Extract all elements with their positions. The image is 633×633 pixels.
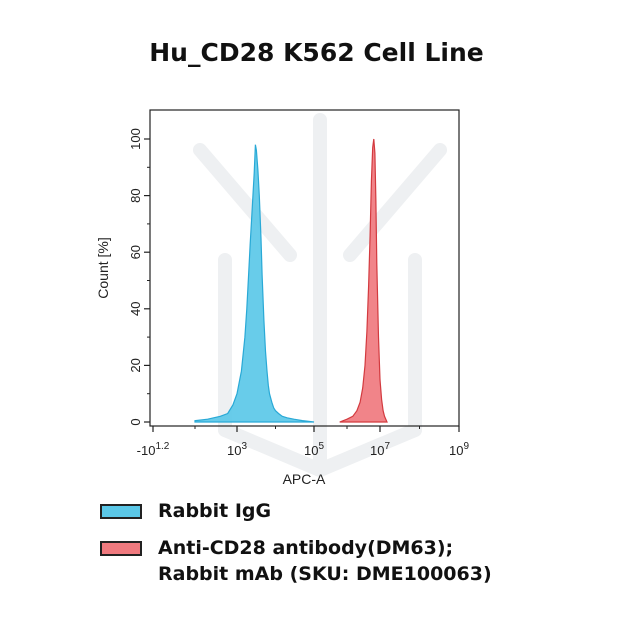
series-area-1 [339,138,388,423]
x-tick-label: 105 [304,441,324,458]
x-tick-label: 109 [449,441,469,458]
series-area-0 [194,144,315,423]
y-tick-label: 0 [128,418,143,425]
y-tick-label: 40 [128,302,143,316]
plot-frame [149,109,460,427]
x-tick-label: 103 [227,441,247,458]
y-tick-label: 100 [128,128,143,150]
chart-title: Hu_CD28 K562 Cell Line [149,38,484,67]
y-axis-label: Count [%] [95,237,111,298]
legend-swatch-cd28 [100,541,142,556]
x-tick-label: -101.2 [137,441,170,458]
legend-item-igg: Rabbit IgG [100,498,271,524]
legend-label-cd28-line2: Rabbit mAb (SKU: DME100063) [158,563,492,585]
legend-item-cd28: Anti-CD28 antibody(DM63); Rabbit mAb (SK… [100,535,492,587]
y-tick-label: 60 [128,245,143,259]
legend-label-cd28-line1: Anti-CD28 antibody(DM63); [158,537,454,559]
x-tick-label: 107 [370,441,390,458]
watermark-logo [193,113,447,477]
legend-label-igg: Rabbit IgG [158,500,272,522]
y-tick-label: 80 [128,188,143,202]
legend-swatch-igg [100,504,142,519]
x-axis-label: APC-A [283,471,326,487]
y-tick-label: 20 [128,358,143,372]
